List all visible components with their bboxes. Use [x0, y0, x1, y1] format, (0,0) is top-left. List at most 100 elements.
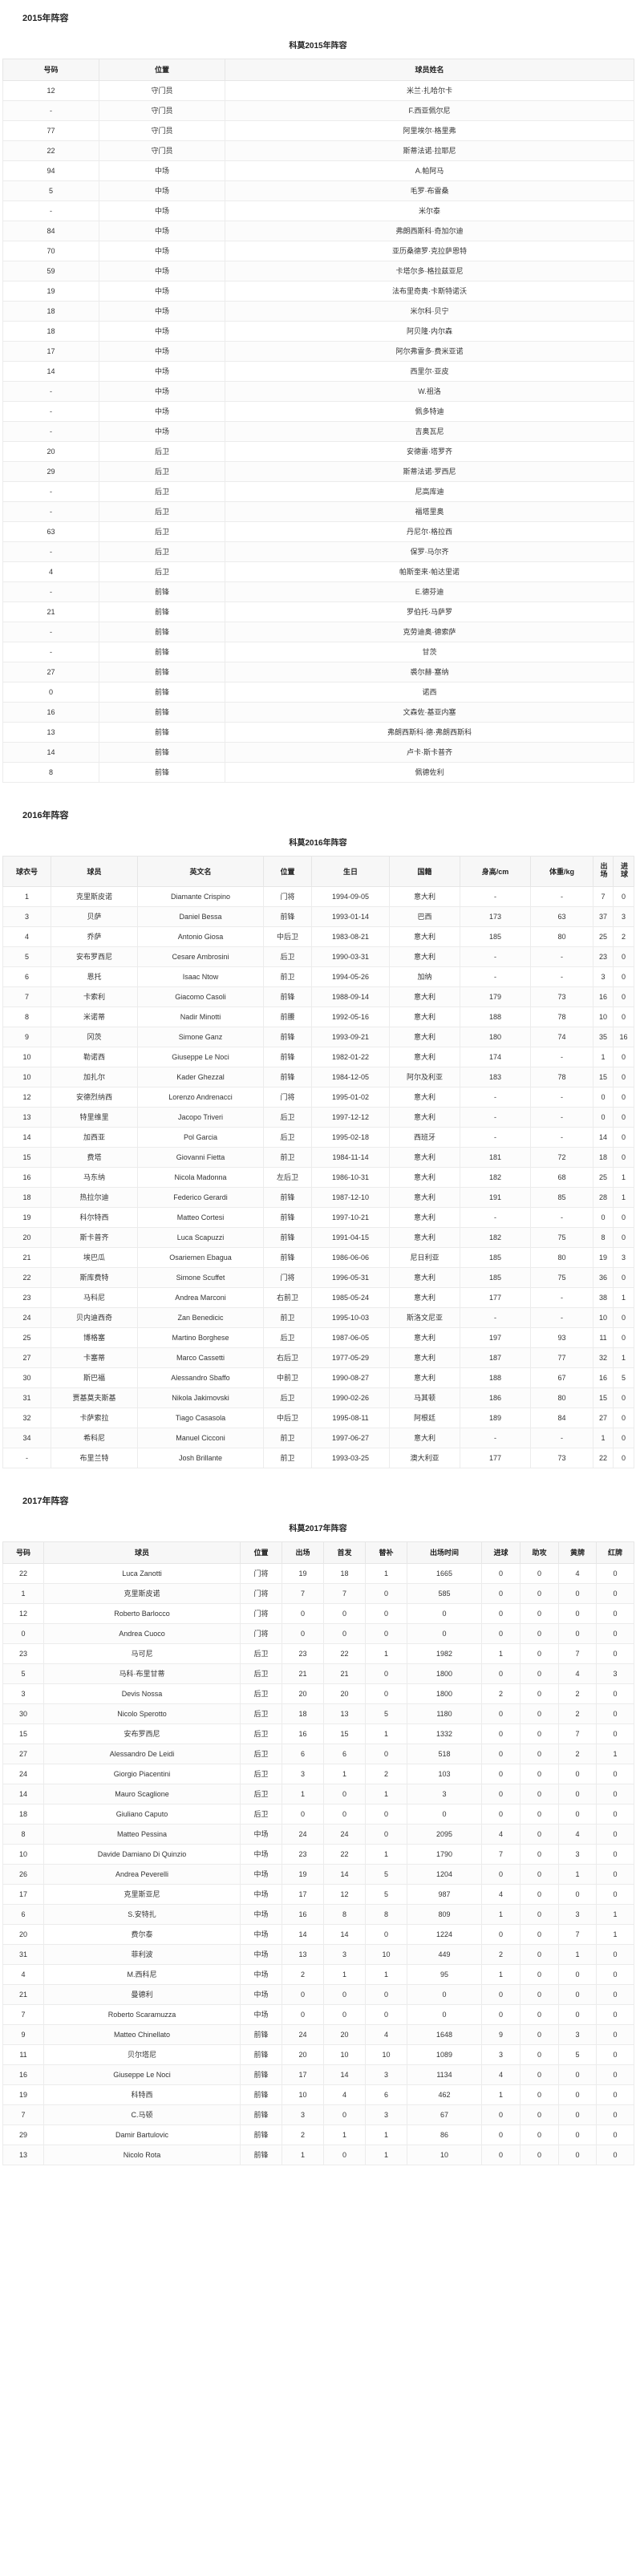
- table-cell: 0: [596, 1984, 634, 2005]
- table-cell: 1: [365, 2145, 407, 2165]
- table-cell: 1: [282, 2145, 324, 2165]
- table-cell: Roberto Barlocco: [43, 1603, 241, 1624]
- table-cell: 7: [593, 886, 614, 907]
- table-cell: 0: [323, 1804, 366, 1825]
- table-cell: 前卫: [263, 1147, 312, 1168]
- table-cell: -: [530, 1207, 593, 1228]
- table-cell: 0: [596, 1844, 634, 1865]
- table-cell: 0: [481, 2004, 521, 2025]
- table-cell: 0: [596, 1864, 634, 1885]
- table-cell: 5: [2, 1663, 44, 1684]
- table-cell: 克里斯皮诺: [51, 886, 138, 907]
- table-row: - 前锋 E.德芬迪: [2, 581, 634, 602]
- table-cell: 1: [613, 1187, 634, 1208]
- table-cell: 后卫: [99, 481, 225, 502]
- table-row: - 前锋 甘茨: [2, 642, 634, 662]
- table-cell: A.帕阿马: [225, 160, 634, 181]
- table-cell: 18: [282, 1703, 324, 1724]
- table-cell: 13: [2, 2145, 44, 2165]
- table-cell: 191: [460, 1187, 531, 1208]
- table-cell: 10: [2, 1047, 51, 1067]
- table-cell: 0: [407, 1984, 482, 2005]
- table-cell: 0: [520, 1844, 559, 1865]
- table-cell: 0: [365, 1583, 407, 1604]
- table-cell: 0: [520, 2124, 559, 2145]
- table-cell: Luca Zanotti: [43, 1563, 241, 1584]
- table-cell: 0: [558, 2004, 597, 2025]
- table-cell: 安布罗西尼: [43, 1723, 241, 1744]
- table-row: 4 乔萨 Antonio Giosa 中后卫 1983-08-21 意大利 185 80 25 2: [2, 926, 634, 947]
- table-cell: 5: [613, 1367, 634, 1388]
- table-cell: 菲利波: [43, 1944, 241, 1965]
- table-cell: 0: [520, 1984, 559, 2005]
- table-row: 84 中场 弗朗西斯科·奇加尔迪: [2, 221, 634, 241]
- table-cell: 10: [407, 2145, 482, 2165]
- table-row: - 后卫 保罗·马尔齐: [2, 541, 634, 562]
- table-cell: 0: [323, 1984, 366, 2005]
- table-cell: 斯库费特: [51, 1267, 138, 1288]
- table-cell: 4: [558, 1563, 597, 1584]
- table-cell: 4: [2, 561, 99, 582]
- table-cell: 1977-05-29: [311, 1347, 390, 1368]
- table-cell: 中场: [99, 401, 225, 422]
- table-cell: 0: [481, 1603, 521, 1624]
- table-cell: 意大利: [389, 1428, 460, 1448]
- table-cell: 75: [530, 1267, 593, 1288]
- table-cell: 21: [2, 1247, 51, 1268]
- table-cell: 19: [2, 1207, 51, 1228]
- table-cell: 0: [520, 2004, 559, 2025]
- table-cell: 22: [323, 1844, 366, 1865]
- table-cell: 前锋: [99, 601, 225, 622]
- table-cell: 23: [2, 1643, 44, 1664]
- table-cell: 福塔里奥: [225, 501, 634, 522]
- table-cell: 门将: [263, 886, 312, 907]
- column-header-position: 位置: [240, 1541, 282, 1564]
- table-cell: 3: [558, 1844, 597, 1865]
- table-cell: 0: [558, 2145, 597, 2165]
- table-cell: 0: [481, 1623, 521, 1644]
- table-cell: 15: [2, 1723, 44, 1744]
- table-cell: 安德烈纳西: [51, 1087, 138, 1108]
- table-cell: 3: [365, 2064, 407, 2085]
- table-cell: 74: [530, 1027, 593, 1047]
- table-cell: 恩托: [51, 966, 138, 987]
- table-cell: 38: [593, 1287, 614, 1308]
- table-cell: 阿根廷: [389, 1407, 460, 1428]
- table-cell: 诺西: [225, 682, 634, 703]
- table-row: - 中场 佩多特迪: [2, 401, 634, 422]
- table-row: 70 中场 亚历桑德罗·克拉萨恩特: [2, 241, 634, 261]
- table-cell: -: [460, 1207, 531, 1228]
- table-cell: 14: [593, 1127, 614, 1148]
- table-cell: 意大利: [389, 1187, 460, 1208]
- table-row: 5 安布罗西尼 Cesare Ambrosini 后卫 1990-03-31 意大利 - -2…: [2, 946, 634, 967]
- table-cell: 77: [530, 1347, 593, 1368]
- table-cell: 0: [558, 2064, 597, 2085]
- section-heading-2015: 2015年阵容: [22, 14, 69, 23]
- table-cell: 21: [323, 1663, 366, 1684]
- table-cell: 0: [613, 986, 634, 1007]
- table-cell: 0: [596, 2084, 634, 2105]
- table-cell: 27: [2, 1347, 51, 1368]
- table-cell: Luca Scapuzzi: [137, 1227, 264, 1248]
- table-cell: 0: [520, 1784, 559, 1804]
- table-cell: 0: [520, 2084, 559, 2105]
- roster-page: 2015年阵容 科莫2015年阵容 号码 位置 球员姓名 12 守门员 米兰·扎哈尔…: [2, 14, 634, 2165]
- table-cell: 183: [460, 1067, 531, 1088]
- table-cell: 0: [593, 1087, 614, 1108]
- table-cell: 弗朗西斯科·奇加尔迪: [225, 221, 634, 241]
- table-cell: 0: [558, 1804, 597, 1825]
- table-cell: 3: [593, 966, 614, 987]
- table-cell: 后卫: [99, 521, 225, 542]
- table-cell: 前锋: [240, 2044, 282, 2065]
- table-cell: 贝尔塔尼: [43, 2044, 241, 2065]
- table-cell: 15: [593, 1387, 614, 1408]
- table-cell: 63: [530, 906, 593, 927]
- table-cell: 0: [520, 1663, 559, 1684]
- table-cell: 25: [593, 1167, 614, 1188]
- table-cell: 文森佐·基亚内塞: [225, 702, 634, 723]
- table-cell: 21: [282, 1663, 324, 1684]
- table-cell: 中场: [99, 200, 225, 221]
- table-cell: 18: [2, 1804, 44, 1825]
- column-header-english-name: 英文名: [137, 856, 264, 887]
- table-cell: 13: [323, 1703, 366, 1724]
